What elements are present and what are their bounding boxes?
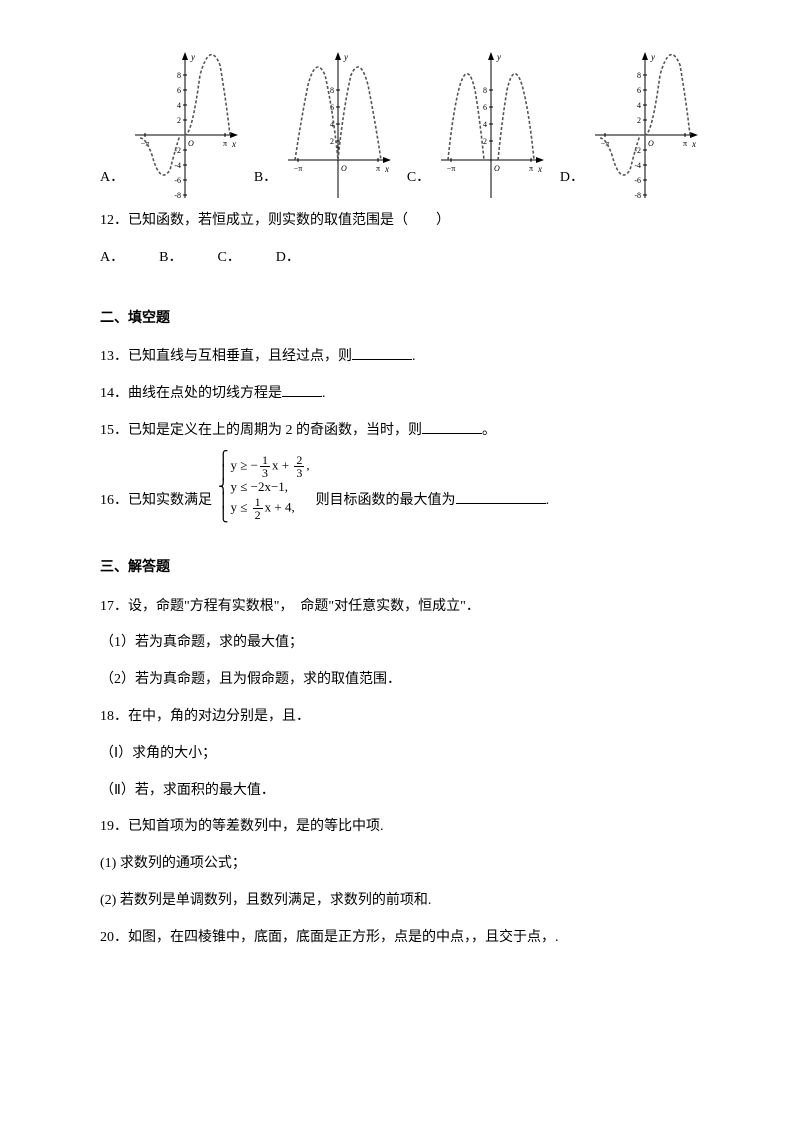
q15-suffix: 。 (482, 423, 496, 438)
ineq-line-1: y ≥ −13x + 23, (231, 454, 310, 479)
q14-prefix: 14．曲线在点处的切线方程是 (100, 386, 282, 401)
ineq-line-3: y ≤ 12x + 4, (231, 496, 310, 521)
svg-text:O: O (648, 139, 654, 148)
q17-line2: （1）若为真命题，求的最大值； (100, 628, 700, 659)
svg-text:-4: -4 (174, 161, 181, 170)
graph-option-a: A． yx8642-2-4-6-8−πOπ (100, 50, 240, 200)
svg-text:-4: -4 (634, 161, 641, 170)
q16: 16．已知实数满足 ⎧⎪⎨⎪⎩ y ≥ −13x + 23, y ≤ −2x−1… (100, 453, 700, 523)
q12-options: A． B． C． D． (100, 243, 700, 274)
q13-suffix: . (412, 349, 416, 364)
q16-middle: 则目标函数的最大值为. (316, 486, 550, 517)
graph-d-svg: yx8642-2-4-6-8−πOπ (590, 50, 700, 200)
svg-text:-8: -8 (634, 191, 641, 200)
q17-line3: （2）若为真命题，且为假命题，求的取值范围． (100, 665, 700, 696)
q14-blank (282, 383, 322, 397)
svg-text:8: 8 (483, 86, 487, 95)
q16-blank (456, 490, 546, 504)
q20-line1: 20．如图，在四棱锥中，底面，底面是正方形，点是的中点，，且交于点，. (100, 923, 700, 954)
svg-text:-8: -8 (174, 191, 181, 200)
q14: 14．曲线在点处的切线方程是. (100, 379, 700, 410)
option-label-a: A． (100, 163, 124, 194)
q19-line3: (2) 若数列是单调数列，且数列满足，求数列的前项和. (100, 886, 700, 917)
svg-text:π: π (529, 164, 533, 173)
svg-text:2: 2 (330, 137, 334, 146)
q18-line2: （Ⅰ）求角的大小； (100, 739, 700, 770)
q13-prefix: 13．已知直线与互相垂直，且经过点，则 (100, 349, 352, 364)
svg-text:4: 4 (177, 101, 181, 110)
svg-text:6: 6 (177, 86, 181, 95)
graph-options-row: A． yx8642-2-4-6-8−πOπ B． yx8642−πOπ C． y… (100, 50, 700, 200)
svg-text:π: π (683, 139, 687, 148)
q16-prefix: 16．已知实数满足 (100, 486, 212, 517)
svg-text:8: 8 (330, 86, 334, 95)
option-label-b: B． (254, 163, 277, 194)
svg-text:y: y (650, 52, 655, 62)
svg-text:y: y (190, 52, 195, 62)
q19-line1: 19．已知首项为的等差数列中，是的等比中项. (100, 812, 700, 843)
svg-text:−π: −π (294, 164, 303, 173)
q18-line3: （Ⅱ）若，求面积的最大值． (100, 776, 700, 807)
graph-b-svg: yx8642−πOπ (283, 50, 393, 200)
svg-text:π: π (376, 164, 380, 173)
svg-text:O: O (341, 164, 347, 173)
svg-text:4: 4 (483, 120, 487, 129)
svg-text:-6: -6 (634, 176, 641, 185)
q19-line2: (1) 求数列的通项公式； (100, 849, 700, 880)
svg-text:2: 2 (177, 116, 181, 125)
section3-title: 三、解答题 (100, 553, 700, 584)
graph-option-b: B． yx8642−πOπ (254, 50, 393, 200)
graph-a-svg: yx8642-2-4-6-8−πOπ (130, 50, 240, 200)
q13: 13．已知直线与互相垂直，且经过点，则. (100, 342, 700, 373)
svg-text:−π: −π (447, 164, 456, 173)
svg-text:x: x (231, 139, 236, 149)
q18-line1: 18．在中，角的对边分别是，且． (100, 702, 700, 733)
inequality-lines: y ≥ −13x + 23, y ≤ −2x−1, y ≤ 12x + 4, (231, 454, 310, 521)
q12-text: 12．已知函数，若恒成立，则实数的取值范围是（ ） (100, 206, 700, 237)
svg-text:π: π (223, 139, 227, 148)
svg-text:O: O (188, 139, 194, 148)
q15-prefix: 15．已知是定义在上的周期为 2 的奇函数，当时，则 (100, 423, 422, 438)
section2-title: 二、填空题 (100, 304, 700, 335)
svg-text:6: 6 (483, 103, 487, 112)
q13-blank (352, 346, 412, 360)
svg-text:8: 8 (177, 71, 181, 80)
q17-line1: 17．设，命题"方程有实数根"， 命题"对任意实数，恒成立"． (100, 592, 700, 623)
ineq-line-2: y ≤ −2x−1, (231, 479, 310, 496)
q14-suffix: . (322, 386, 326, 401)
svg-text:y: y (496, 52, 501, 62)
graph-option-c: C． y x 8 6 4 2 −π Oπ (407, 50, 546, 200)
svg-text:x: x (691, 139, 696, 149)
svg-text:x: x (384, 164, 389, 174)
graph-option-d: D． yx8642-2-4-6-8−πOπ (560, 50, 700, 200)
q16-inequality-system: ⎧⎪⎨⎪⎩ y ≥ −13x + 23, y ≤ −2x−1, y ≤ 12x … (218, 453, 310, 523)
q15-blank (422, 420, 482, 434)
svg-text:2: 2 (637, 116, 641, 125)
option-label-d: D． (560, 163, 584, 194)
q15: 15．已知是定义在上的周期为 2 的奇函数，当时，则 。 (100, 416, 700, 447)
graph-c-svg: y x 8 6 4 2 −π Oπ (436, 50, 546, 200)
svg-text:y: y (343, 52, 348, 62)
svg-text:8: 8 (637, 71, 641, 80)
brace-icon: ⎧⎪⎨⎪⎩ (218, 453, 229, 523)
svg-text:O: O (494, 164, 500, 173)
option-label-c: C． (407, 163, 430, 194)
svg-text:-6: -6 (174, 176, 181, 185)
svg-text:x: x (537, 164, 542, 174)
svg-text:6: 6 (637, 86, 641, 95)
svg-text:4: 4 (637, 101, 641, 110)
svg-text:2: 2 (483, 137, 487, 146)
